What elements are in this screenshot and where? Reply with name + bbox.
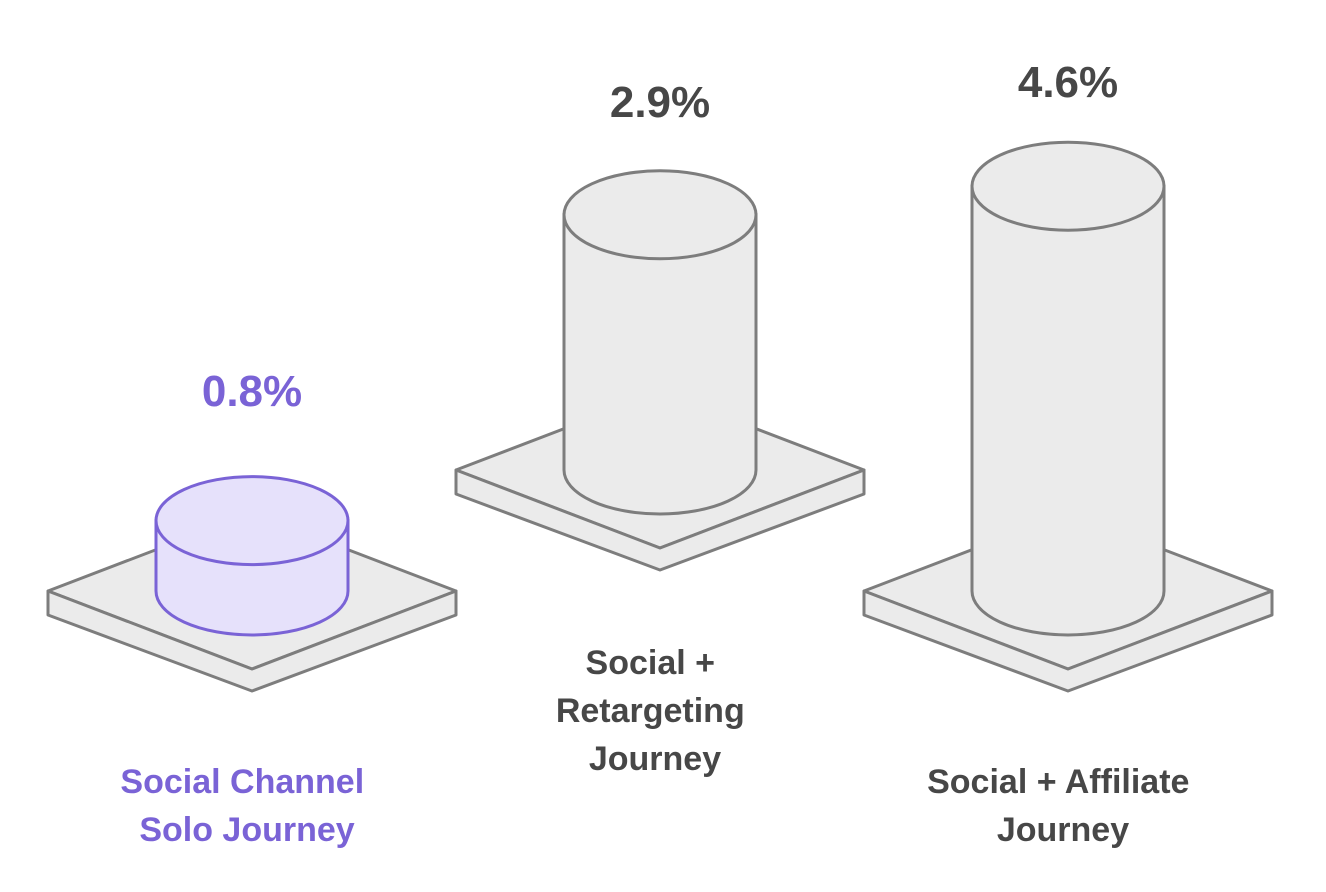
value-label-2: 4.6% [1018, 58, 1118, 107]
category-label-0-line-2: Solo Journey [139, 811, 354, 849]
base-plate-2-side [862, 589, 1274, 693]
cylinder-0-top [154, 475, 350, 567]
category-label-1-line-3: Journey [589, 740, 721, 778]
category-label-0: Social Channel Solo Journey [120, 763, 373, 849]
column-0: 0.8% Social Channel Solo Journey [46, 367, 458, 849]
base-plate-1-side [454, 468, 866, 572]
value-label-1: 2.9% [610, 78, 710, 127]
category-label-2-line-2: Journey [997, 811, 1129, 849]
cylinder-1-top [562, 169, 758, 261]
cylinder-2-top [970, 140, 1166, 232]
category-label-2: Social + Affiliate Journey [927, 763, 1199, 849]
category-label-1-line-2: Retargeting [556, 692, 745, 730]
category-label-0-line-1: Social Channel [120, 763, 364, 801]
cylinder-1-body [562, 213, 758, 516]
category-label-1: Social + Retargeting Journey [556, 644, 754, 778]
value-label-0: 0.8% [202, 367, 302, 416]
base-plate-0-side [46, 589, 458, 693]
category-label-1-line-1: Social + [586, 644, 715, 682]
cylinder-2-body [970, 184, 1166, 637]
column-1: 2.9% Social + Retargeting Journey [454, 78, 866, 778]
column-2: 4.6% Social + Affiliate Journey [862, 58, 1274, 849]
category-label-2-line-1: Social + Affiliate [927, 763, 1189, 801]
